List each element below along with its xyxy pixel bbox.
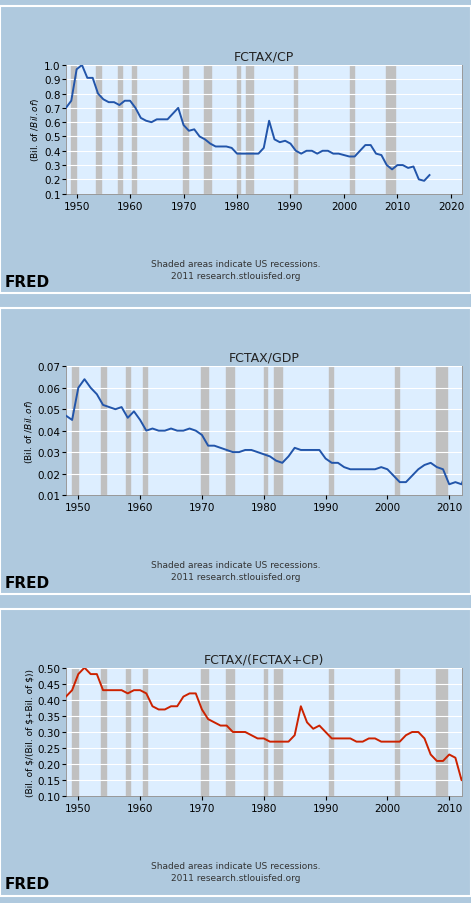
Bar bbox=[71, 66, 76, 194]
Bar bbox=[72, 668, 78, 796]
Bar bbox=[274, 668, 282, 796]
Y-axis label: (Bil. of $/Bil. of $): (Bil. of $/Bil. of $) bbox=[23, 399, 34, 463]
Bar bbox=[237, 66, 240, 194]
Bar bbox=[294, 66, 297, 194]
Bar bbox=[183, 66, 188, 194]
Text: Shaded areas indicate US recessions.
2011 research.stlouisfed.org: Shaded areas indicate US recessions. 201… bbox=[151, 861, 320, 882]
Bar bbox=[245, 66, 252, 194]
Bar bbox=[132, 66, 136, 194]
Bar bbox=[118, 66, 122, 194]
Bar bbox=[274, 367, 282, 496]
Bar bbox=[395, 668, 399, 796]
Bar bbox=[96, 66, 101, 194]
Text: FRED: FRED bbox=[5, 275, 50, 289]
Bar bbox=[126, 668, 130, 796]
Bar bbox=[201, 668, 208, 796]
Bar bbox=[264, 367, 268, 496]
Bar bbox=[436, 367, 447, 496]
Text: FRED: FRED bbox=[5, 876, 50, 891]
Bar bbox=[226, 367, 234, 496]
Y-axis label: (Bil. of $/(Bil. of $+Bil. of $)): (Bil. of $/(Bil. of $+Bil. of $)) bbox=[25, 668, 34, 796]
Bar bbox=[100, 668, 106, 796]
Bar bbox=[226, 668, 234, 796]
Bar bbox=[329, 668, 333, 796]
Bar bbox=[395, 367, 399, 496]
Text: Shaded areas indicate US recessions.
2011 research.stlouisfed.org: Shaded areas indicate US recessions. 201… bbox=[151, 561, 320, 582]
Text: Shaded areas indicate US recessions.
2011 research.stlouisfed.org: Shaded areas indicate US recessions. 201… bbox=[151, 259, 320, 280]
Bar bbox=[329, 367, 333, 496]
Bar bbox=[436, 668, 447, 796]
Bar bbox=[143, 668, 147, 796]
Bar bbox=[72, 367, 78, 496]
Bar bbox=[350, 66, 354, 194]
Bar bbox=[264, 668, 268, 796]
Bar bbox=[201, 367, 208, 496]
Bar bbox=[100, 367, 106, 496]
Title: FCTAX/CP: FCTAX/CP bbox=[234, 51, 294, 63]
Title: FCTAX/(FCTAX+CP): FCTAX/(FCTAX+CP) bbox=[203, 652, 324, 666]
Bar bbox=[126, 367, 130, 496]
Bar bbox=[204, 66, 211, 194]
Bar bbox=[386, 66, 395, 194]
Y-axis label: (Bil. of $/Bil. of $): (Bil. of $/Bil. of $) bbox=[29, 98, 41, 163]
Text: FRED: FRED bbox=[5, 575, 50, 591]
Bar bbox=[143, 367, 147, 496]
Title: FCTAX/GDP: FCTAX/GDP bbox=[228, 351, 299, 365]
